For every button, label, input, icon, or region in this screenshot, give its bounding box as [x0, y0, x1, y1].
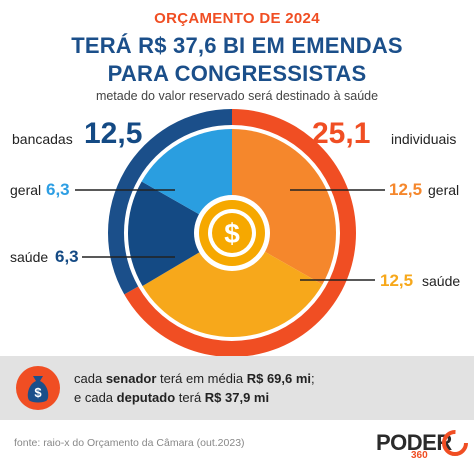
label-individuais-geral: geral: [428, 182, 460, 198]
value-individuais-saude: 12,5: [380, 271, 414, 290]
bag-dollar-icon: $: [34, 385, 42, 400]
value-individuais: 25,1: [312, 117, 371, 150]
ring-bancadas: [108, 109, 232, 295]
money-bag-shape: $: [27, 376, 49, 403]
title-line-2: PARA CONGRESSISTAS: [107, 61, 367, 86]
label-bancadas-geral: geral: [10, 182, 42, 198]
logo-text: PODER: [376, 430, 452, 455]
label-individuais-saude: saúde: [422, 273, 461, 289]
kicker: ORÇAMENTO DE 2024: [154, 10, 320, 27]
value-bancadas-saude: 6,3: [55, 247, 79, 266]
logo-sub: 360: [411, 450, 428, 461]
value-bancadas-geral: 6,3: [46, 180, 70, 199]
source-note: fonte: raio-x do Orçamento da Câmara (ou…: [14, 437, 245, 449]
slice-bancadas-saude: [127, 181, 232, 287]
chart-slices: [108, 109, 357, 358]
info-band: $ cada senador terá em média R$ 69,6 mi;…: [0, 356, 474, 420]
logo-mark-icon: [442, 430, 468, 456]
money-bag-icon: $: [16, 366, 60, 410]
info-line-2: e cada deputado terá R$ 37,9 mi: [74, 390, 270, 405]
value-bancadas: 12,5: [84, 117, 143, 150]
label-bancadas-saude: saúde: [10, 249, 49, 265]
subtitle: metade do valor reservado será destinado…: [95, 89, 379, 103]
info-line-1: cada senador terá em média R$ 69,6 mi;: [74, 371, 315, 386]
label-bancadas: bancadas: [12, 131, 73, 147]
value-individuais-geral: 12,5: [389, 180, 423, 199]
coin: $: [194, 195, 270, 271]
slice-individuais-saude: [142, 233, 323, 337]
title-line-1: TERÁ R$ 37,6 BI EM EMENDAS: [71, 33, 403, 58]
dollar-icon: $: [224, 218, 240, 249]
coin-center: [212, 213, 252, 253]
leader-lines: [75, 189, 385, 281]
label-individuais: individuais: [391, 131, 457, 147]
